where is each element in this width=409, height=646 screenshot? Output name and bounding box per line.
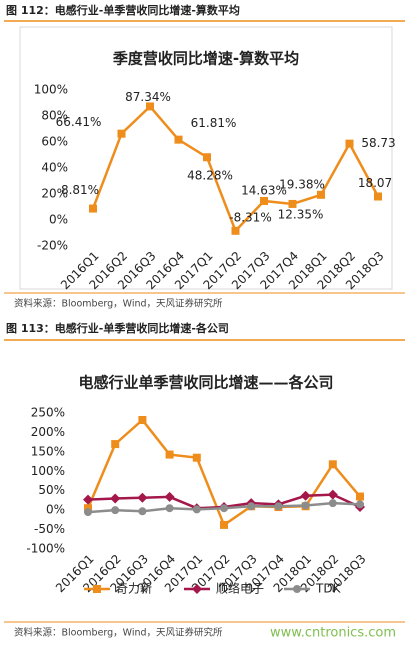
marker (274, 502, 283, 511)
marker (192, 453, 201, 462)
marker (356, 500, 364, 509)
y-tick-label: 0% (46, 503, 65, 517)
data-label: 66.41% (56, 115, 102, 129)
data-label: 48.28% (187, 169, 233, 183)
marker (220, 504, 228, 513)
marker (260, 196, 268, 205)
marker (328, 460, 337, 469)
data-label: 14.63% (241, 183, 287, 197)
marker (164, 491, 175, 502)
y-tick-label: 200% (31, 425, 65, 439)
marker (110, 493, 121, 504)
y-tick-label: 0% (49, 213, 68, 227)
marker (345, 139, 354, 148)
y-tick-label: 150% (31, 444, 65, 458)
y-tick-label: 40% (41, 161, 68, 175)
marker (293, 585, 301, 593)
marker (327, 489, 338, 500)
marker (231, 226, 240, 235)
marker (374, 192, 382, 201)
y-tick-label: 80% (41, 109, 68, 123)
data-label: 61.81% (191, 116, 237, 130)
y-tick-label: 100% (31, 464, 65, 478)
y-tick-label: -100% (26, 542, 65, 556)
source: 资料来源：Bloomberg，Wind，天风证券研究所 (14, 627, 223, 639)
marker (138, 507, 147, 516)
marker (317, 190, 325, 199)
marker (247, 502, 256, 511)
data-label: 19.38% (279, 177, 325, 191)
data-label: 87.34% (125, 90, 171, 104)
marker (165, 504, 174, 513)
marker (203, 153, 211, 162)
caption: 图 113：电感行业-单季营收同比增速-各公司 (6, 321, 229, 335)
marker (165, 450, 174, 459)
y-tick-label: -20% (37, 239, 68, 253)
caption: 图 112：电感行业-单季营收同比增速-算数平均 (6, 3, 240, 17)
marker (137, 492, 148, 503)
marker (89, 204, 97, 213)
marker (111, 440, 120, 449)
marker (300, 490, 311, 501)
data-label: 12.35% (278, 207, 324, 221)
y-tick-label: 60% (41, 135, 68, 149)
legend-label: 奇力新 (116, 581, 152, 596)
chart-title: 电感行业单季营收同比增速——各公司 (78, 374, 333, 392)
marker (220, 520, 228, 529)
marker (117, 129, 126, 138)
legend-label: 顺络电子 (216, 581, 264, 596)
marker (301, 501, 310, 510)
legend-label: TDK (315, 582, 342, 596)
marker (288, 199, 297, 208)
data-label: 58.73 (361, 136, 395, 150)
marker (83, 494, 93, 505)
data-label: 18.07 (358, 176, 392, 190)
data-label: -8.31% (229, 210, 271, 224)
marker (192, 584, 202, 594)
y-tick-label: 50% (38, 483, 65, 497)
marker (174, 135, 183, 144)
chart-title: 季度营收同比增速-算数平均 (113, 50, 299, 68)
marker (146, 102, 154, 111)
marker (328, 499, 337, 508)
marker (356, 492, 364, 501)
marker (93, 585, 101, 593)
marker (138, 415, 147, 424)
watermark: www.cntronics.com (270, 626, 396, 641)
data-label: 8.81% (61, 183, 99, 197)
chart-frame (19, 26, 393, 290)
y-tick-label: -50% (34, 522, 65, 536)
marker (84, 508, 92, 517)
source: 资料来源：Bloomberg，Wind，天风证券研究所 (14, 298, 223, 310)
y-tick-label: 250% (31, 406, 65, 420)
y-tick-label: 100% (34, 83, 68, 97)
marker (192, 505, 201, 514)
marker (111, 506, 120, 515)
y-tick-label: 20% (41, 187, 68, 201)
